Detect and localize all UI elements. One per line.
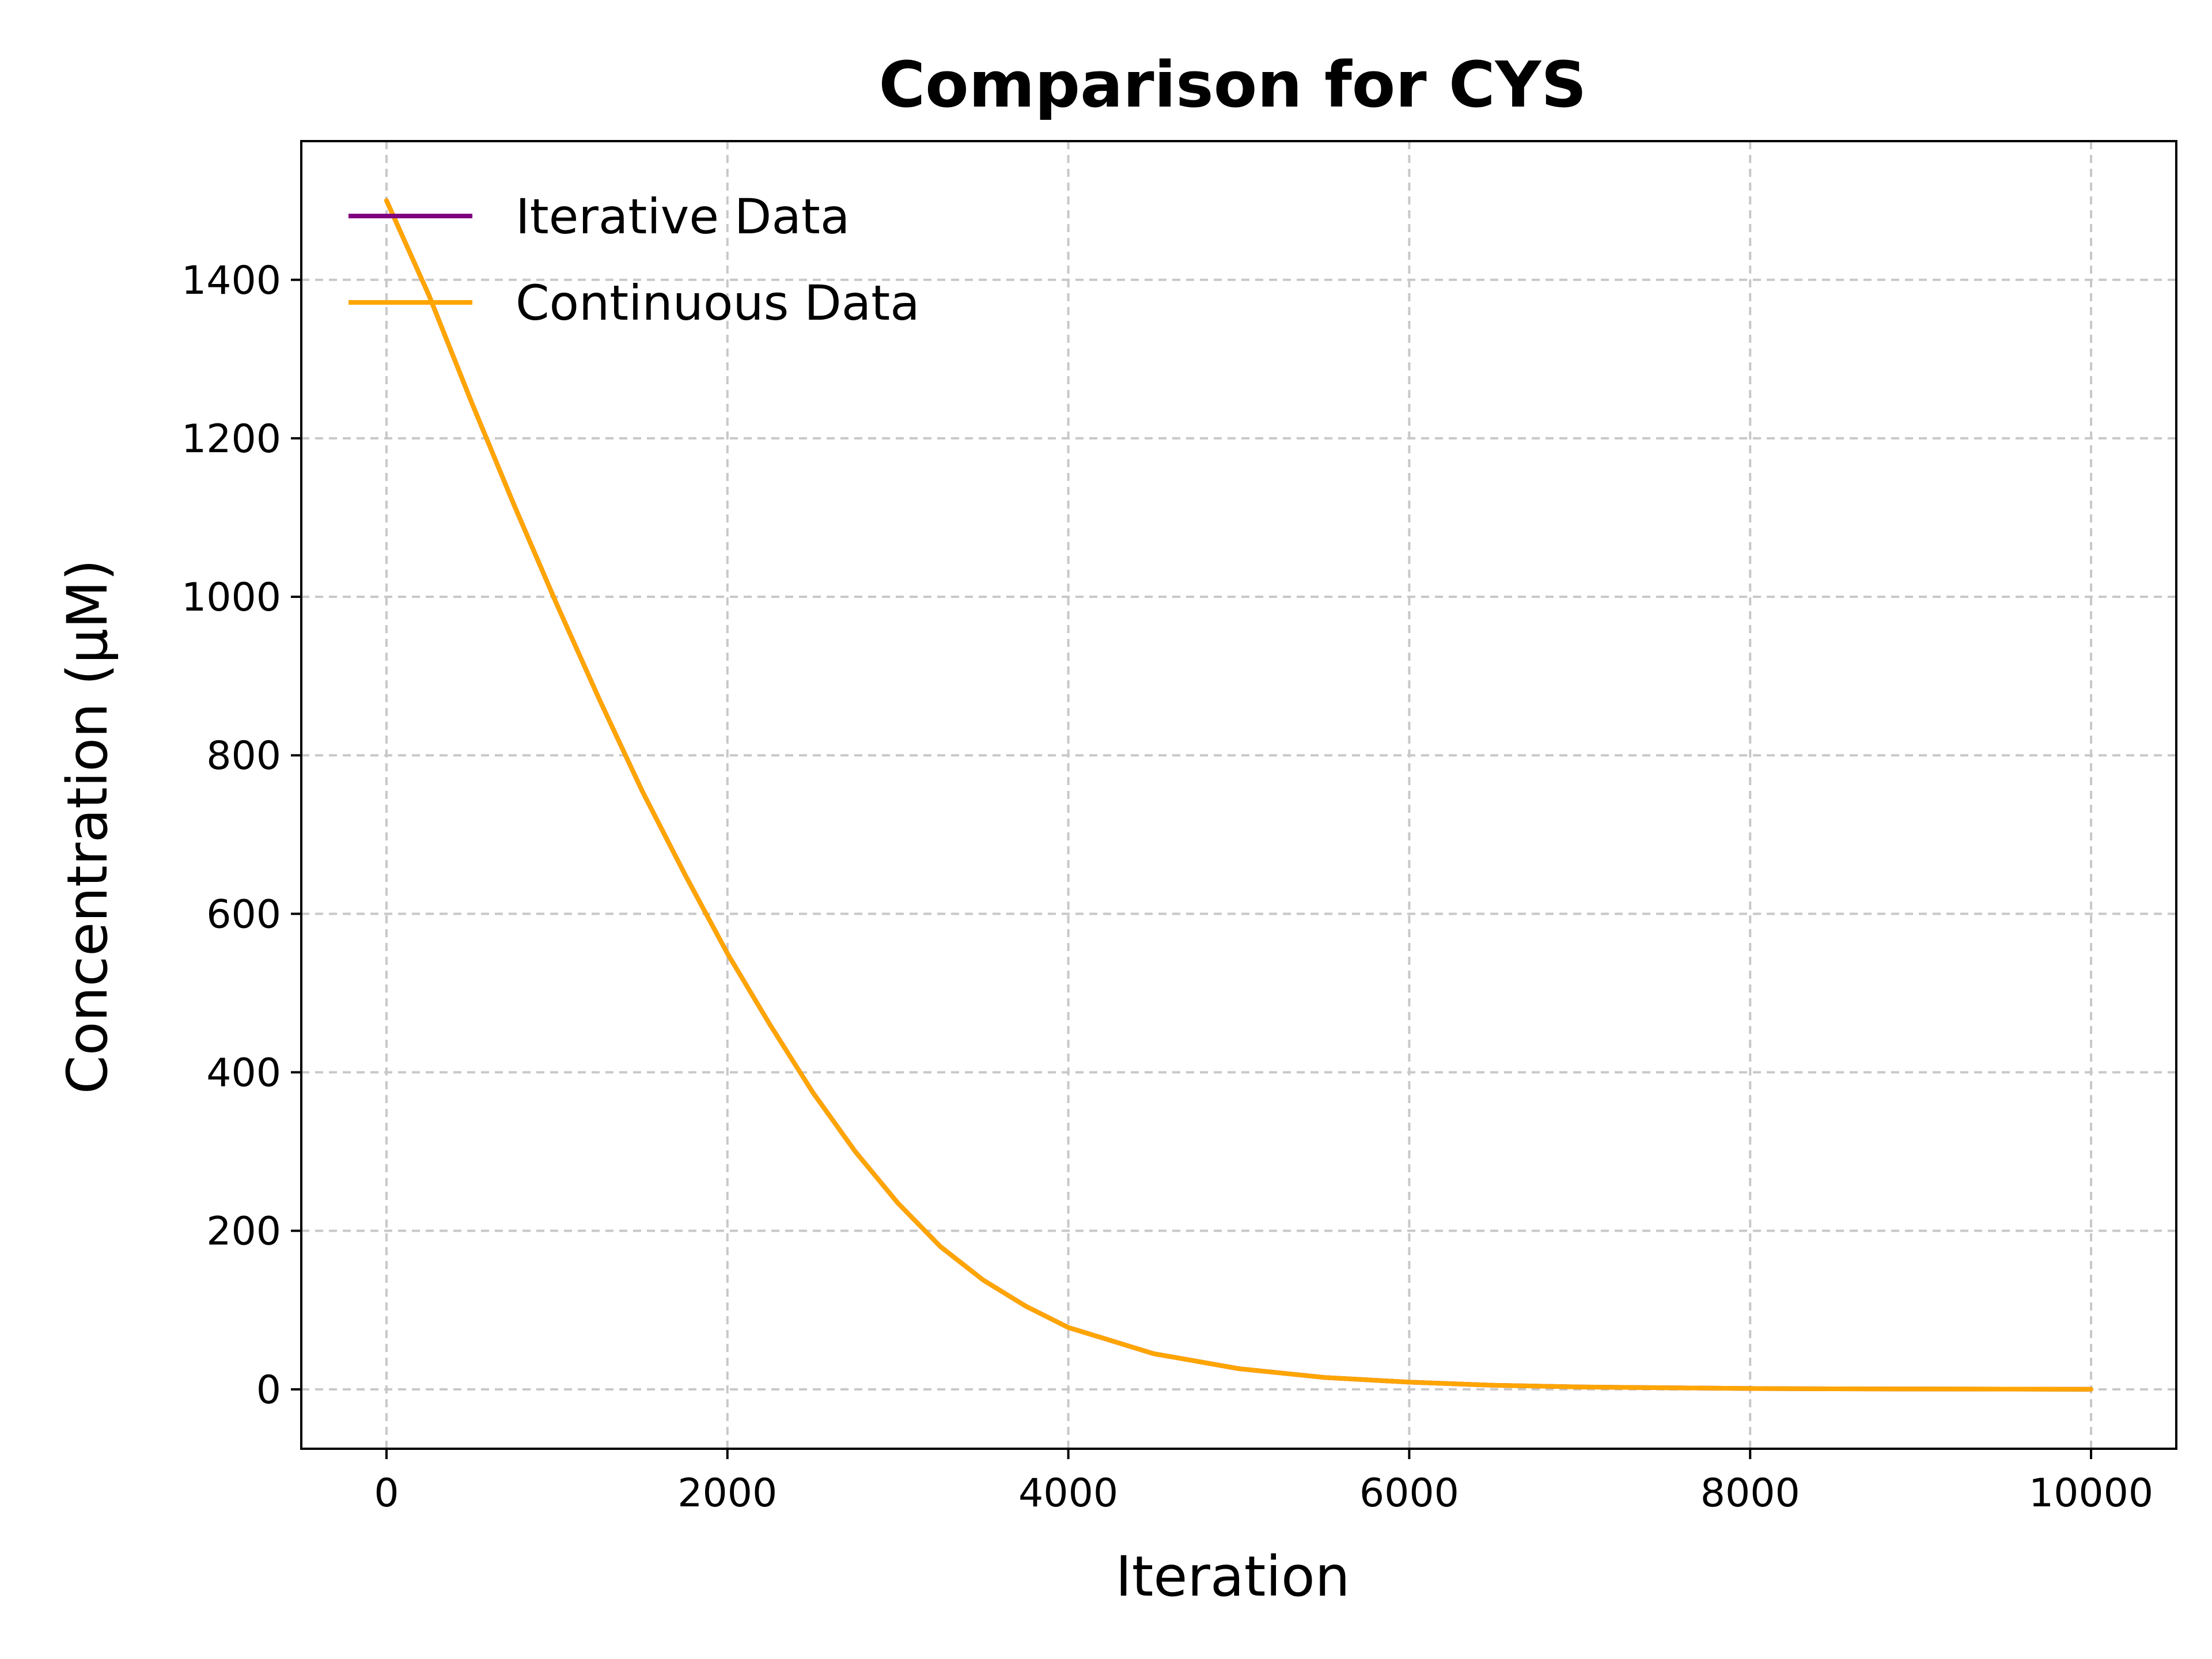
x-tick-label: 6000	[1359, 1471, 1459, 1516]
series-line-continuous	[384, 198, 2093, 1392]
y-tick-label: 800	[206, 733, 281, 779]
legend-label: Continuous Data	[516, 275, 920, 331]
legend-label: Iterative Data	[516, 188, 850, 245]
x-tick-label: 2000	[677, 1471, 777, 1516]
y-tick-label: 600	[206, 892, 281, 937]
series-layer	[384, 198, 2093, 1392]
x-tick-label: 0	[374, 1471, 399, 1516]
y-tick-label: 1200	[181, 416, 281, 462]
chart-title: Comparison for CYS	[878, 48, 1586, 122]
plot-frame	[300, 140, 2177, 1450]
y-tick-label: 0	[256, 1368, 281, 1413]
x-tick-label: 4000	[1018, 1471, 1118, 1516]
x-tick-label: 8000	[1700, 1471, 1800, 1516]
x-axis-label: Iteration	[1115, 1544, 1350, 1609]
legend: Iterative Data Continuous Data	[349, 188, 920, 331]
y-tick-label: 400	[206, 1051, 281, 1096]
y-tick-label: 1000	[181, 575, 281, 620]
y-axis-label: Concentration (μM)	[55, 559, 120, 1094]
y-tick-label: 1400	[181, 258, 281, 304]
x-tick-label: 10000	[2029, 1471, 2153, 1516]
ticks-layer: 0 2000 4000 6000 8000 10000 0 200 400 600 800 1000 1…	[181, 258, 2153, 1516]
grid-layer	[301, 141, 2176, 1449]
y-tick-label: 200	[206, 1209, 281, 1255]
